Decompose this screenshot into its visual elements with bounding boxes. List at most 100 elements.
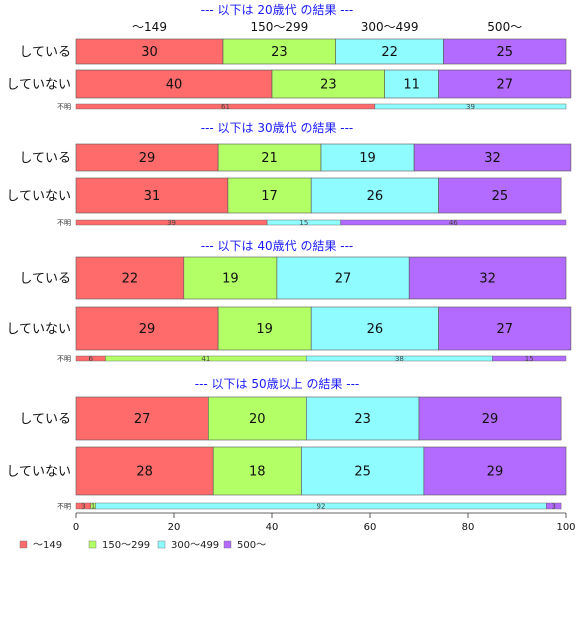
bar-segment: [305, 396, 420, 441]
bar-segment: [310, 306, 439, 351]
row-label: している: [19, 45, 71, 60]
bar-segment: [227, 177, 312, 214]
row-label: していない: [6, 189, 71, 204]
data-label: 11: [403, 78, 420, 93]
row-label-unknown: 不明: [57, 219, 71, 227]
data-label: 19: [359, 151, 376, 166]
data-label: 25: [354, 465, 371, 480]
data-label: 22: [122, 272, 139, 287]
bar-segment: [222, 38, 336, 65]
data-label: 6: [88, 355, 93, 363]
bar-segment: [75, 306, 219, 351]
data-label: 30: [141, 45, 158, 60]
category-header: 300〜499: [361, 20, 419, 34]
bar-segment: [217, 306, 312, 351]
bar-segment: [374, 103, 567, 110]
bar-segment: [75, 69, 273, 99]
bar-segment: [423, 446, 567, 496]
bar-segment: [413, 143, 572, 172]
bar-segment: [75, 396, 209, 441]
data-label: 23: [271, 45, 288, 60]
data-label: 3: [552, 503, 556, 511]
data-label: 29: [139, 151, 156, 166]
data-label: 25: [496, 45, 513, 60]
panel-1: --- 以下は 20歳代 の結果 --- 〜149 150〜299 300〜499 50…: [6, 3, 572, 111]
bar-segment: [408, 256, 567, 300]
data-label: 61: [221, 103, 230, 111]
panel-title: --- 以下は 50歳以上 の結果 ---: [195, 377, 360, 391]
data-label: 27: [496, 322, 513, 337]
data-label: 29: [139, 322, 156, 337]
tick-label: 100: [556, 522, 575, 533]
data-label: 28: [136, 465, 153, 480]
data-label: 32: [484, 151, 501, 166]
bar-segment: [418, 396, 562, 441]
panel-title: --- 以下は 40歳代 の結果 ---: [201, 239, 354, 253]
bar-segment: [320, 143, 415, 172]
bar-segment: [212, 446, 302, 496]
tick-label: 0: [73, 522, 79, 533]
data-label: 40: [166, 78, 183, 93]
row-label: していない: [6, 322, 71, 337]
bar-segment: [438, 306, 572, 351]
legend-label: 〜149: [33, 540, 62, 551]
data-label: 39: [466, 103, 475, 111]
bar-segment: [438, 177, 562, 214]
panel-title: --- 以下は 20歳代 の結果 ---: [201, 3, 354, 17]
bar-segment: [276, 256, 410, 300]
tick-label: 40: [266, 522, 279, 533]
row-label-unknown: 不明: [57, 103, 71, 111]
data-label: 27: [134, 412, 151, 427]
data-label: 1: [91, 503, 95, 511]
data-label: 31: [144, 189, 161, 204]
panel-2: --- 以下は 30歳代 の結果 --- している 29 21 19 32 していない 31 1…: [6, 121, 572, 227]
data-label: 22: [381, 45, 398, 60]
x-axis: 0 20 40 60 80 100: [73, 512, 576, 533]
bar-segment: [183, 256, 278, 300]
legend-item: 300〜499: [157, 540, 219, 551]
data-label: 39: [167, 219, 176, 227]
data-label: 23: [354, 412, 371, 427]
data-label: 41: [201, 355, 210, 363]
bar-segment: [335, 38, 444, 65]
legend-item: 150〜299: [88, 540, 150, 551]
row-label: していない: [6, 78, 71, 93]
tick-label: 20: [168, 522, 181, 533]
bar-segment: [75, 446, 214, 496]
data-label: 92: [317, 503, 326, 511]
bar-segment: [75, 177, 229, 214]
bar-segment: [384, 69, 439, 99]
bar-segment: [438, 69, 572, 99]
bar-segment: [75, 143, 219, 172]
data-label: 3: [81, 503, 85, 511]
bar-segment: [75, 256, 185, 300]
data-label: 26: [367, 189, 384, 204]
data-label: 29: [487, 465, 504, 480]
row-label-unknown: 不明: [57, 503, 71, 511]
legend-swatch: [157, 540, 166, 549]
data-label: 32: [479, 272, 496, 287]
chart-panels: --- 以下は 20歳代 の結果 --- 〜149 150〜299 300〜499 50…: [6, 3, 572, 511]
legend-label: 500〜: [237, 540, 266, 551]
bar-segment: [546, 502, 562, 510]
legend-item: 500〜: [223, 540, 266, 551]
bar-segment: [271, 69, 385, 99]
data-label: 26: [367, 322, 384, 337]
legend-swatch: [19, 540, 28, 549]
data-label: 29: [482, 412, 499, 427]
bar-segment: [443, 38, 567, 65]
category-header: 150〜299: [250, 20, 308, 34]
panel-4: --- 以下は 50歳以上 の結果 --- している 27 20 23 29 していない 28…: [6, 377, 567, 511]
data-label: 15: [299, 219, 308, 227]
row-label: している: [19, 151, 71, 166]
row-label: していない: [6, 465, 71, 480]
bar-segment: [208, 396, 307, 441]
data-label: 38: [395, 355, 404, 363]
legend-swatch: [88, 540, 97, 549]
legend-swatch: [223, 540, 232, 549]
legend-item: 〜149: [19, 540, 62, 551]
bar-segment: [75, 38, 224, 65]
data-label: 27: [335, 272, 352, 287]
category-header: 〜149: [132, 20, 167, 34]
